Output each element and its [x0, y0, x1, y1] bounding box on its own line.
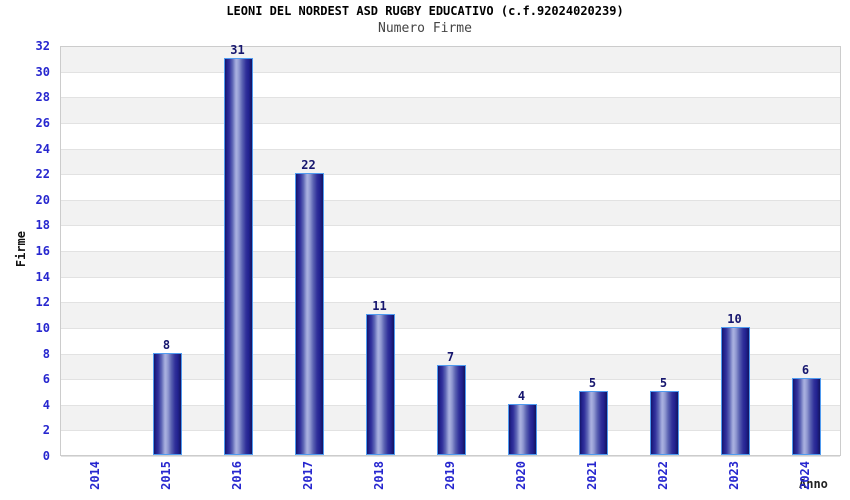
- bar-2019: [437, 365, 466, 455]
- grid-band: [61, 124, 840, 150]
- grid-band: [61, 47, 840, 73]
- bar-2018: [366, 314, 395, 455]
- grid-band: [61, 175, 840, 201]
- grid-band: [61, 252, 840, 278]
- x-axis-tick-label-2022: 2022: [655, 461, 670, 490]
- bar-value-label-2020: 4: [517, 388, 526, 403]
- y-axis-tick-label: 26: [35, 115, 50, 130]
- chart-subtitle: Numero Firme: [378, 21, 472, 36]
- grid-band: [61, 149, 840, 176]
- x-axis-tick-label-2014: 2014: [87, 461, 102, 490]
- bar-2021: [579, 390, 608, 455]
- y-axis-tick-label: 2: [42, 423, 50, 438]
- y-axis-tick-label: 30: [35, 64, 50, 79]
- grid-band: [61, 278, 840, 304]
- chart-title: LEONI DEL NORDEST ASD RUGBY EDUCATIVO (c…: [226, 4, 624, 18]
- x-axis-tick-label-2015: 2015: [158, 461, 173, 490]
- bar-2022: [650, 390, 679, 455]
- y-axis-tick-label: 10: [35, 320, 50, 335]
- bar-2016: [224, 57, 253, 455]
- y-axis-tick-label: 32: [35, 39, 50, 53]
- y-axis-tick-label: 4: [42, 397, 50, 412]
- grid-band: [61, 200, 840, 227]
- bar-2020: [508, 403, 537, 455]
- bar-value-label-2021: 5: [588, 375, 597, 390]
- x-axis-tick-label-2016: 2016: [229, 461, 244, 490]
- grid-band: [61, 98, 840, 124]
- bar-value-label-2024: 6: [801, 363, 810, 378]
- bar-value-label-2018: 11: [372, 299, 387, 314]
- y-axis-tick-label: 24: [35, 141, 50, 156]
- bar-2017: [295, 173, 324, 455]
- y-axis-tick-label: 0: [42, 449, 50, 463]
- bar-2024: [792, 378, 821, 455]
- x-axis-tick-label-2019: 2019: [442, 461, 457, 490]
- x-axis-title: Anno: [799, 477, 828, 491]
- bar-value-label-2017: 22: [301, 158, 316, 173]
- x-axis-tick-label-2024: 2024: [797, 461, 812, 490]
- y-axis-tick-label: 20: [35, 192, 50, 207]
- x-axis-tick-label-2017: 2017: [300, 461, 315, 490]
- x-axis-tick-label-2023: 2023: [726, 461, 741, 490]
- bar-value-label-2022: 5: [659, 375, 668, 390]
- y-axis-tick-label: 28: [35, 90, 50, 105]
- y-axis-tick-label: 22: [35, 167, 50, 182]
- bar-2015: [153, 352, 182, 455]
- x-axis-tick-label-2021: 2021: [584, 461, 599, 490]
- grid-band: [61, 303, 840, 329]
- bar-value-label-2019: 7: [446, 350, 455, 365]
- x-axis-tick-label-2020: 2020: [513, 461, 528, 490]
- plot-area: [60, 46, 841, 457]
- grid-band: [61, 431, 840, 457]
- grid-band: [61, 73, 840, 99]
- y-axis-tick-label: 12: [35, 295, 50, 310]
- y-axis-tick-label: 8: [42, 346, 50, 361]
- bar-value-label-2015: 8: [162, 337, 171, 352]
- y-axis-tick-label: 18: [35, 218, 50, 233]
- grid-band: [61, 226, 840, 252]
- x-axis-tick-label-2018: 2018: [371, 461, 386, 490]
- y-axis-tick-label: 6: [42, 372, 50, 387]
- y-axis-tick-label: 16: [35, 244, 50, 258]
- bar-2023: [721, 326, 750, 455]
- grid-band: [61, 329, 840, 355]
- y-axis-tick-label: 14: [35, 269, 50, 284]
- bar-value-label-2016: 31: [230, 42, 245, 57]
- bar-value-label-2023: 10: [727, 311, 742, 326]
